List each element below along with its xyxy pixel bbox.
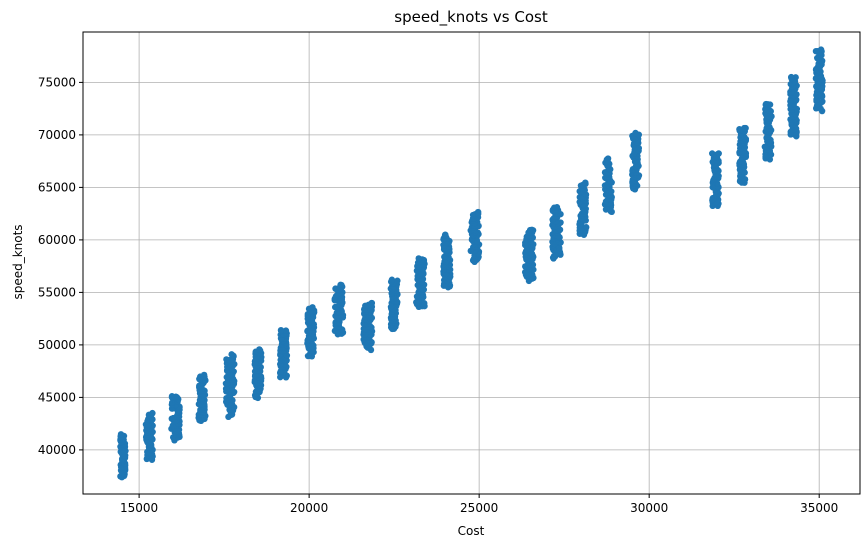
data-point bbox=[793, 91, 800, 98]
x-tick-label: 25000 bbox=[460, 501, 498, 515]
data-point bbox=[812, 47, 820, 55]
data-point bbox=[736, 126, 743, 133]
x-axis: 15000 20000 25000 30000 35000 bbox=[120, 494, 838, 515]
gridlines bbox=[83, 32, 860, 494]
data-point bbox=[604, 156, 611, 164]
x-tick-label: 30000 bbox=[630, 501, 668, 515]
data-point bbox=[362, 302, 369, 309]
data-point bbox=[228, 351, 235, 358]
data-point bbox=[469, 211, 477, 219]
data-point bbox=[149, 409, 156, 417]
y-axis-label: speed_knots bbox=[11, 224, 25, 299]
data-point bbox=[526, 226, 534, 234]
x-axis-label: Cost bbox=[458, 524, 485, 538]
data-point bbox=[474, 208, 482, 216]
y-tick-label: 75000 bbox=[38, 75, 76, 89]
y-tick-label: 65000 bbox=[38, 180, 76, 194]
data-point bbox=[337, 281, 344, 289]
y-tick-label: 40000 bbox=[38, 443, 76, 457]
data-point bbox=[787, 74, 795, 81]
data-point bbox=[394, 277, 401, 284]
data-point bbox=[766, 101, 774, 108]
data-point bbox=[256, 346, 263, 353]
data-point bbox=[583, 224, 590, 231]
data-point bbox=[415, 255, 422, 262]
y-tick-label: 55000 bbox=[38, 285, 76, 299]
x-tick-label: 35000 bbox=[800, 501, 838, 515]
data-point bbox=[309, 304, 316, 311]
y-tick-label: 50000 bbox=[38, 338, 76, 352]
data-point bbox=[715, 150, 722, 157]
data-point bbox=[368, 299, 375, 307]
data-point bbox=[168, 393, 176, 400]
data-point bbox=[277, 326, 285, 334]
data-point bbox=[553, 204, 561, 211]
plot-frame bbox=[82, 31, 861, 495]
y-tick-label: 45000 bbox=[38, 390, 76, 404]
data-point bbox=[282, 327, 290, 334]
data-point bbox=[388, 276, 396, 283]
data-point bbox=[819, 98, 826, 105]
data-points bbox=[117, 46, 826, 481]
data-point bbox=[442, 231, 449, 239]
data-point bbox=[740, 124, 748, 132]
chart-title: speed_knots vs Cost bbox=[394, 8, 548, 27]
x-tick-label: 15000 bbox=[120, 501, 158, 515]
y-tick-label: 60000 bbox=[38, 233, 76, 247]
y-tick-label: 70000 bbox=[38, 128, 76, 142]
data-point bbox=[813, 96, 820, 103]
x-tick-label: 20000 bbox=[290, 501, 328, 515]
data-point bbox=[632, 129, 639, 137]
data-point bbox=[582, 179, 589, 186]
data-point bbox=[117, 431, 125, 438]
data-point bbox=[200, 371, 208, 379]
data-point bbox=[817, 46, 825, 53]
y-axis: 40000 45000 50000 55000 60000 65000 70000 75000 bbox=[38, 75, 83, 457]
